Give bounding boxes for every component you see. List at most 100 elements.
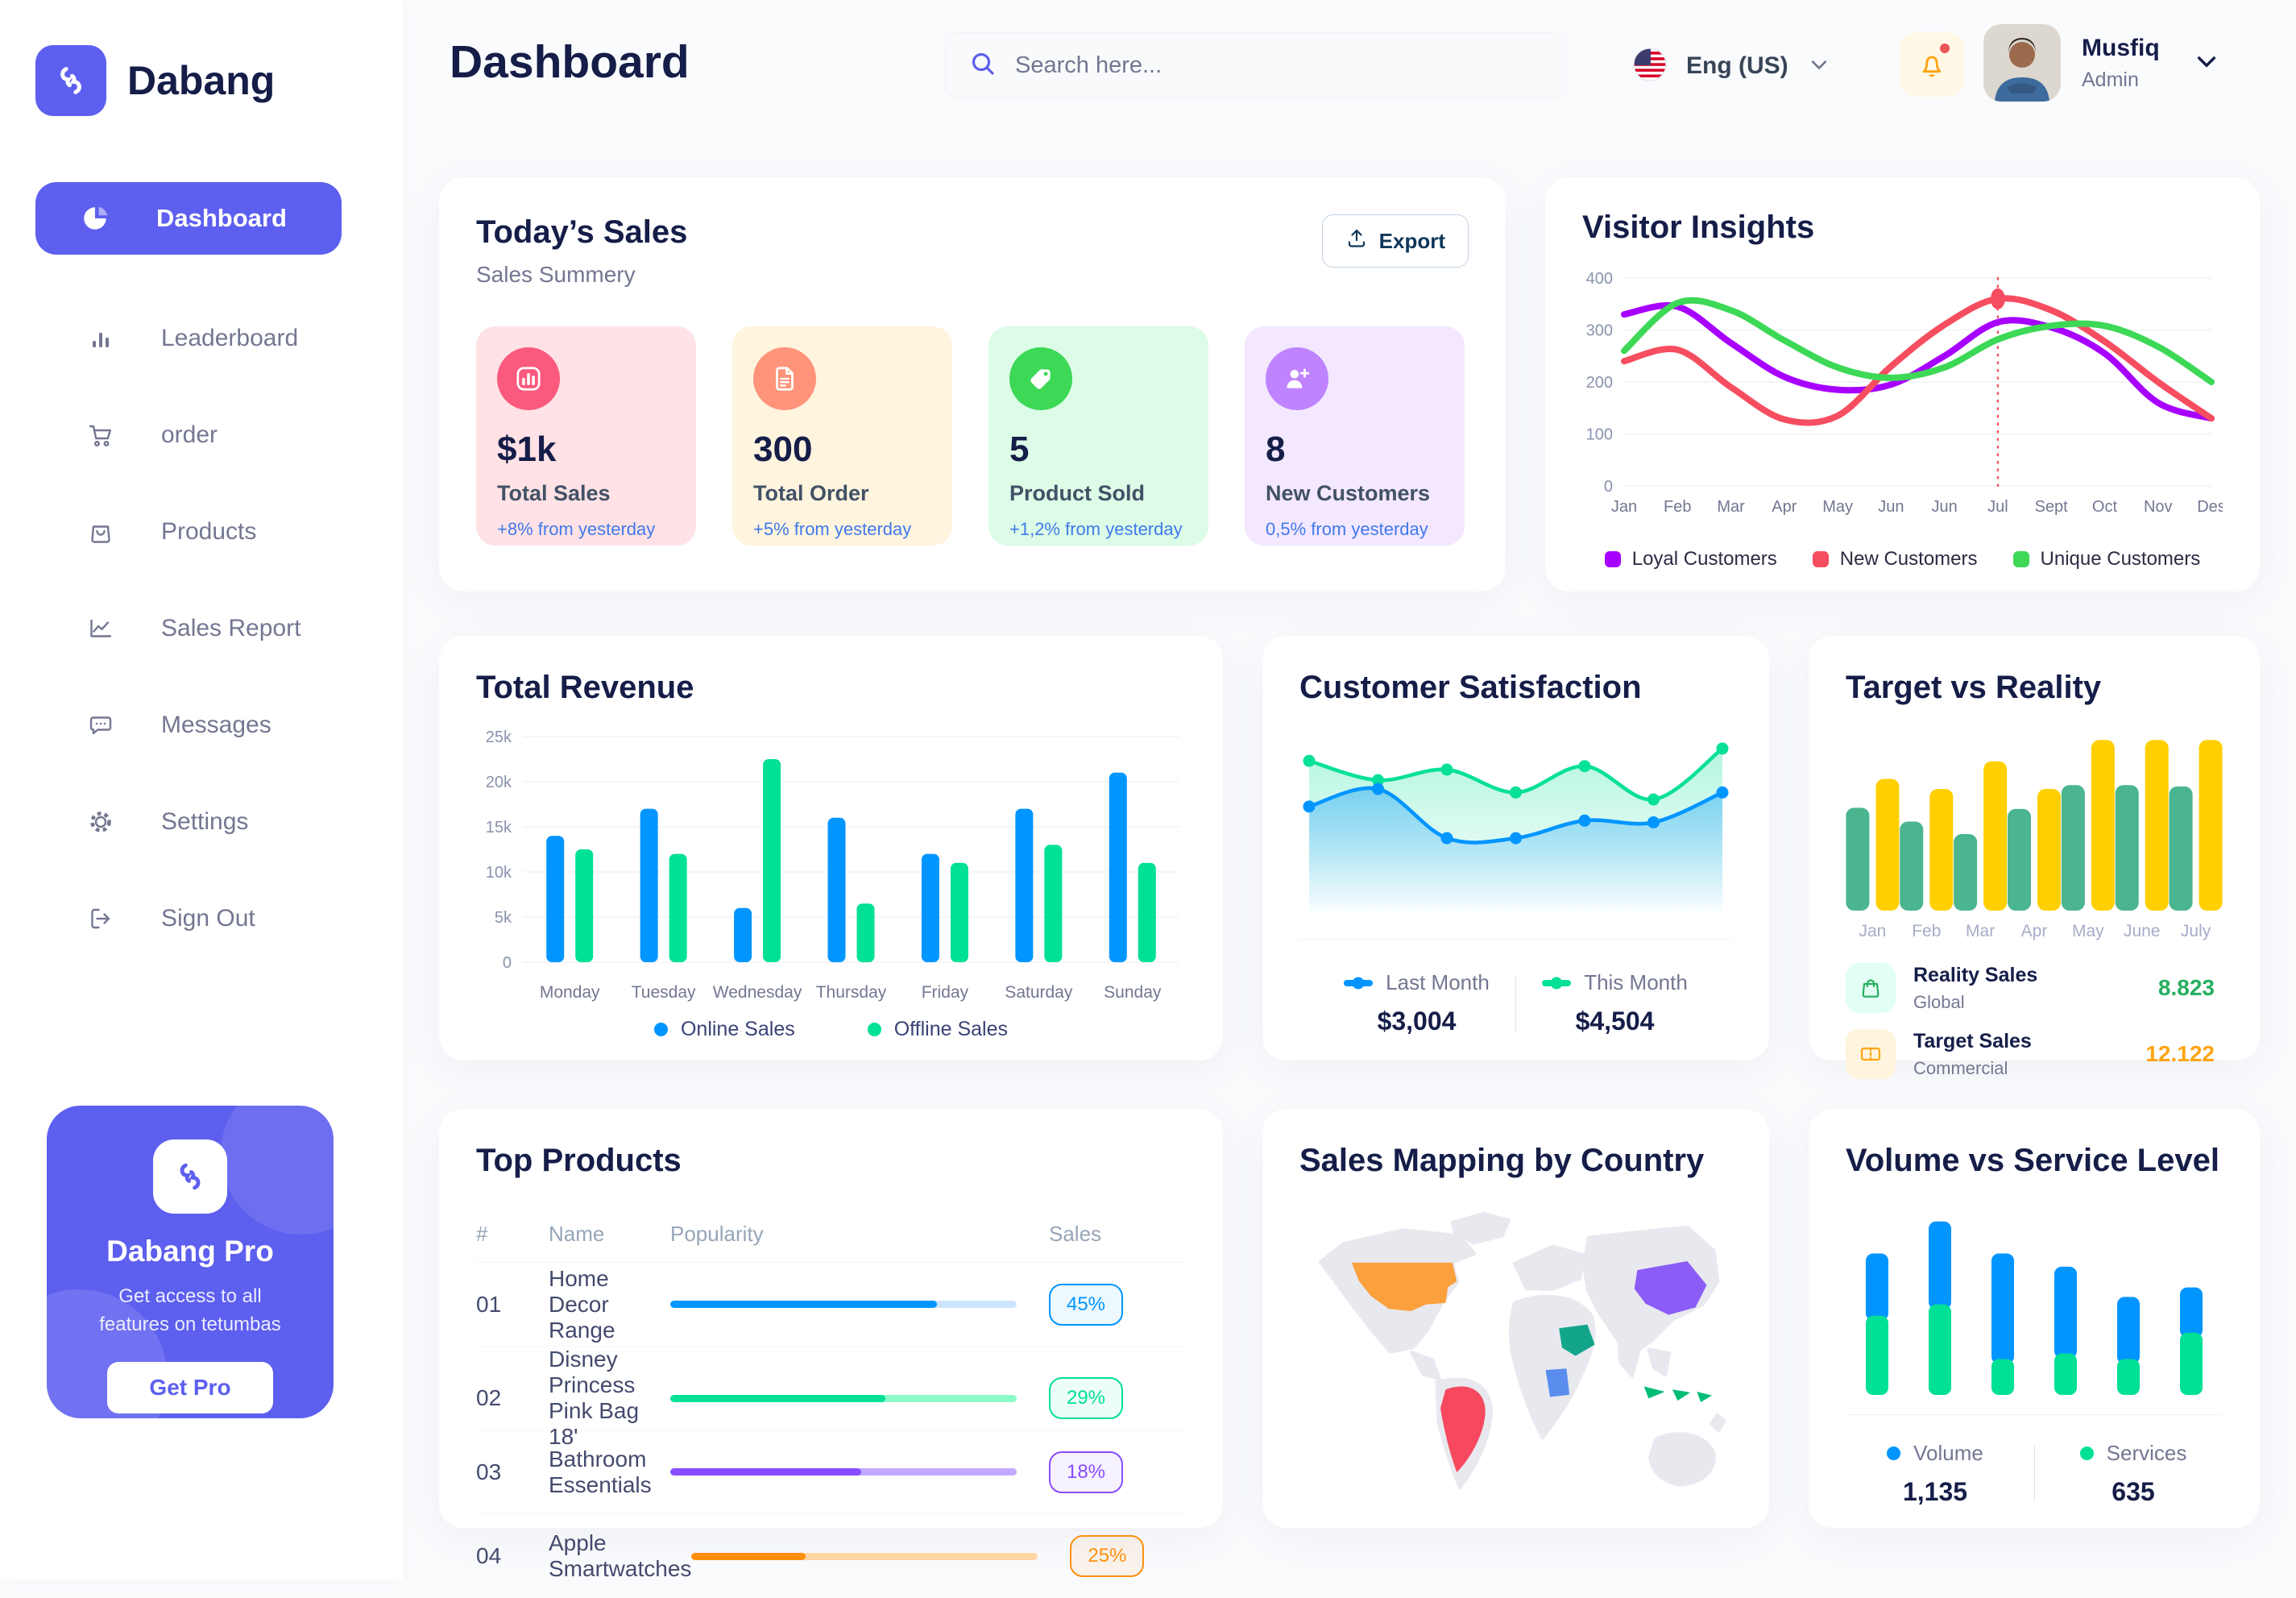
legend-item: Target Sales Commercial 12.122 (1846, 1029, 2223, 1079)
svg-text:5k: 5k (495, 909, 512, 927)
export-label: Export (1378, 228, 1445, 253)
popularity-bar (670, 1394, 1017, 1402)
map-country-saudi-arabia[interactable] (1559, 1324, 1595, 1356)
ticket-icon (1846, 1029, 1896, 1079)
svg-text:Apr: Apr (1772, 498, 1797, 516)
volume-service-card: Volume vs Service Level Volume 1,135 Ser… (1809, 1109, 2260, 1528)
stat-delta: +1,2% from yesterday (1009, 519, 1183, 539)
legend-value: $3,004 (1377, 1007, 1457, 1036)
legend-label: This Month (1584, 970, 1688, 994)
svg-text:Jun: Jun (1932, 498, 1958, 516)
chevron-down-icon (1811, 59, 1827, 74)
language-selector[interactable]: Eng (US) (1631, 42, 1827, 90)
stat-value: 8 (1266, 430, 1286, 469)
notifications-button[interactable] (1900, 32, 1964, 97)
pro-card-subtitle: Get access to all features on tetumbas (99, 1285, 281, 1335)
legend-label: Target Sales (1913, 1029, 2032, 1052)
table-row: 04 Apple Smartwatches 25% (476, 1514, 1186, 1598)
stat-card-total-order: 300 Total Order +5% from yesterday (732, 326, 952, 546)
sales-badge: 45% (1049, 1283, 1123, 1326)
svg-text:May: May (2072, 922, 2104, 940)
svg-text:Jun: Jun (1878, 498, 1904, 516)
stat-value: $1k (497, 430, 557, 469)
sales-badge: 25% (1070, 1535, 1145, 1577)
gear-icon (85, 807, 116, 837)
search-input[interactable] (1015, 52, 1515, 79)
legend-item: Online Sales (653, 1018, 795, 1041)
volume-service-legend: Volume 1,135 Services 635 (1809, 1441, 2260, 1507)
svg-text:Des: Des (2197, 498, 2223, 516)
world-map (1319, 1211, 1726, 1490)
top-products-table: # Name Popularity Sales 01 Home Decor Ra… (476, 1206, 1186, 1598)
svg-text:Mar: Mar (1717, 498, 1745, 516)
visitor-insights-chart: 0 100 200 300 400 Jan Feb Mar Apr May Jun Jun Jul Sep… (1586, 270, 2226, 516)
popularity-bar (670, 1468, 1017, 1476)
sales-map-title: Sales Mapping by Country (1299, 1143, 1705, 1178)
map-country-china[interactable] (1634, 1260, 1707, 1315)
sidebar-item-products[interactable]: Products (35, 492, 342, 572)
svg-text:Monday: Monday (540, 983, 600, 1002)
new-customer-icon (1266, 347, 1328, 410)
sidebar-item-order[interactable]: order (35, 395, 342, 475)
column-header: Popularity (670, 1222, 764, 1246)
svg-text:0: 0 (1604, 478, 1613, 496)
popularity-bar-fill (670, 1468, 861, 1476)
sidebar-item-label: Settings (161, 808, 249, 835)
todays-sales-title: Today’s Sales (476, 214, 688, 250)
legend-dot (2079, 1447, 2094, 1460)
divider (2033, 1446, 2035, 1502)
legend-label: Reality Sales (1913, 963, 2038, 986)
divider (1299, 939, 1732, 940)
stat-value: 5 (1009, 430, 1030, 469)
map-country-brazil[interactable] (1440, 1386, 1486, 1472)
map-country-indonesia[interactable] (1643, 1386, 1713, 1402)
message-icon (85, 710, 116, 741)
total-revenue-title: Total Revenue (476, 670, 694, 705)
popularity-bar-fill (691, 1552, 806, 1560)
stat-card-total-sales: $1k Total Sales +8% from yesterday (476, 326, 696, 546)
total-revenue-legend: Online Sales Offline Sales (439, 1018, 1223, 1041)
legend-label: Last Month (1386, 970, 1490, 994)
legend-value: 12.122 (2145, 1041, 2215, 1066)
top-products-title: Top Products (476, 1143, 682, 1178)
sidebar-item-messages[interactable]: Messages (35, 685, 342, 766)
column-header: Sales (1049, 1222, 1102, 1246)
svg-text:10k: 10k (486, 864, 512, 882)
svg-text:20k: 20k (486, 774, 512, 791)
column-header: # (476, 1222, 488, 1246)
sidebar-item-label: Products (161, 518, 257, 545)
sign-out-icon (85, 903, 116, 934)
order-icon (753, 347, 816, 410)
map-country-united-states[interactable] (1351, 1262, 1457, 1312)
pie-chart-icon (81, 203, 111, 234)
stat-label: Total Order (753, 481, 869, 505)
table-row: 01 Home Decor Range 45% (476, 1263, 1186, 1347)
legend-item: Loyal Customers (1604, 548, 1777, 571)
profile-menu[interactable]: Musfiq Admin (1983, 24, 2216, 102)
sales-badge: 18% (1049, 1451, 1123, 1493)
popularity-bar-fill (670, 1394, 885, 1402)
legend-label: Services (2106, 1441, 2187, 1465)
svg-text:400: 400 (1586, 270, 1613, 288)
sidebar-item-sign-out[interactable]: Sign Out (35, 878, 342, 959)
svg-text:Saturday: Saturday (1005, 983, 1073, 1002)
sidebar-item-leaderboard[interactable]: Leaderboard (35, 298, 342, 379)
legend-value: $4,504 (1575, 1007, 1655, 1036)
map-country-dr-congo[interactable] (1545, 1368, 1570, 1397)
legend-item: Last Month $3,004 (1326, 970, 1507, 1036)
legend-item: Services 635 (2043, 1441, 2224, 1507)
sidebar-item-dashboard[interactable]: Dashboard (35, 182, 342, 255)
popularity-bar-fill (670, 1301, 938, 1308)
profile-texts: Musfiq Admin (2082, 35, 2160, 92)
table-header: # Name Popularity Sales (476, 1206, 1186, 1263)
svg-text:Jan: Jan (1859, 922, 1886, 940)
sidebar-item-sales-report[interactable]: Sales Report (35, 588, 342, 669)
stat-label: Product Sold (1009, 481, 1145, 505)
sales-map-card: Sales Mapping by Country (1262, 1109, 1769, 1528)
stat-value: 300 (753, 430, 813, 469)
sidebar-item-settings[interactable]: Settings (35, 782, 342, 862)
export-button[interactable]: Export (1321, 214, 1469, 268)
user-name: Musfiq (2082, 34, 2160, 61)
legend-item: Volume 1,135 (1845, 1441, 2026, 1507)
get-pro-button[interactable]: Get Pro (107, 1361, 273, 1413)
